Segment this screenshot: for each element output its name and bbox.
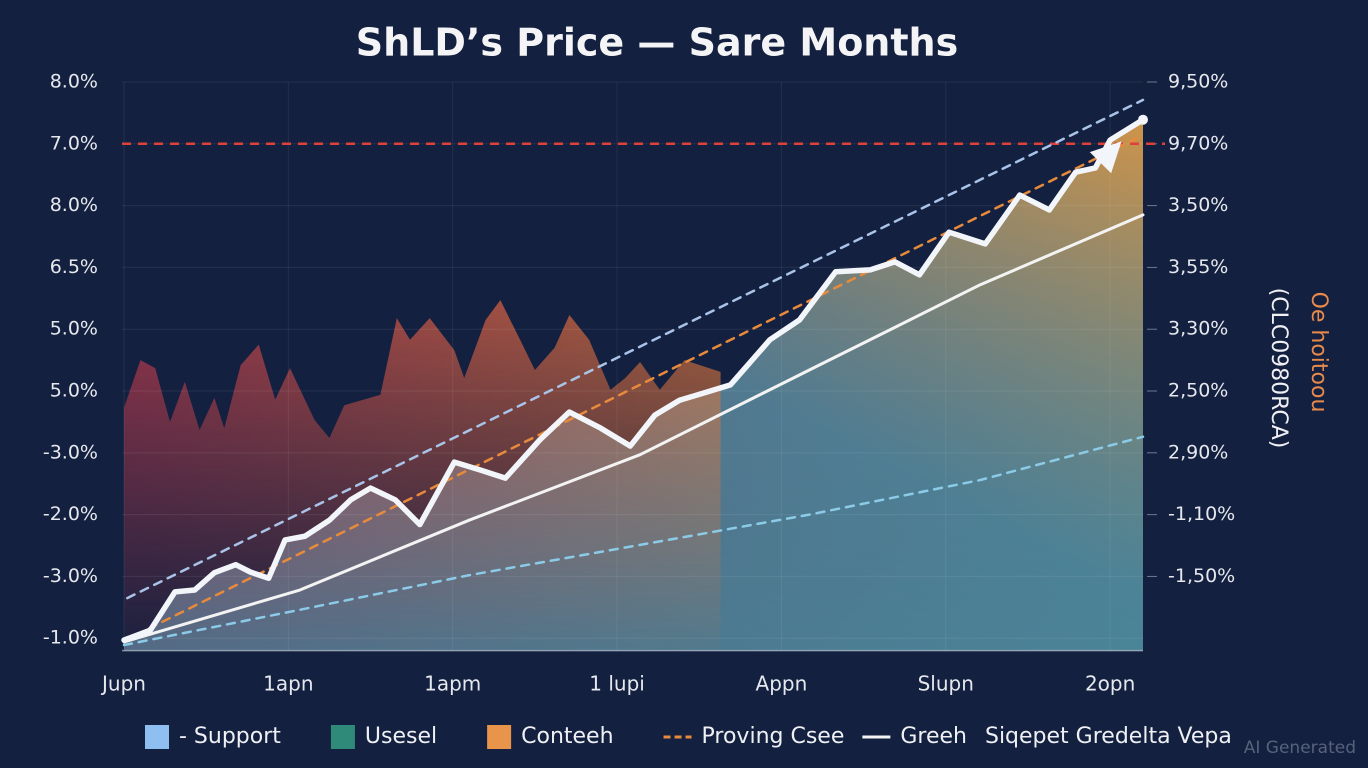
- y2-tick-label: 9,70%: [1168, 132, 1228, 154]
- legend-swatch: [145, 725, 169, 749]
- legend-swatch: [487, 725, 512, 749]
- line: [126, 98, 1145, 600]
- x-tick-label: 1apm: [424, 672, 481, 696]
- y2-tick-label: 9,50%: [1168, 71, 1228, 93]
- y2-axis-label: (CLC0980RCA): [1266, 288, 1291, 449]
- end-dot: [1138, 114, 1148, 125]
- y-tick-label: -3.0%: [43, 441, 98, 463]
- main-line: [121, 116, 1146, 643]
- y-tick-label: 8.0%: [50, 71, 98, 93]
- y2-tick-label: 3,55%: [1168, 256, 1228, 278]
- y2-tick-label: 3,50%: [1168, 194, 1228, 216]
- y-tick-label: 6.5%: [50, 256, 98, 278]
- line: [122, 213, 1145, 644]
- y2-axis-label: Oe hoitoou: [1306, 292, 1331, 413]
- arrow-head: [1089, 141, 1122, 174]
- legend-label: Greeh: [900, 724, 967, 749]
- x-tick-label: Appn: [756, 672, 808, 696]
- legend-label: Usesel: [365, 724, 437, 749]
- x-tick-label: 1apn: [263, 672, 313, 696]
- x-tick-label: Jupn: [100, 672, 146, 696]
- y2-tick-label: -1,10%: [1168, 503, 1235, 525]
- y2-tick-label: -1,50%: [1168, 565, 1235, 587]
- x-tick-label: 2opn: [1085, 672, 1135, 696]
- y2-tick-label: 2,90%: [1168, 441, 1228, 463]
- y2-tick-label: 3,30%: [1168, 318, 1228, 340]
- y-tick-label: 8.0%: [50, 194, 98, 216]
- y-tick-label: 7.0%: [50, 132, 98, 154]
- line: [122, 435, 1145, 647]
- chart-title: ShLD’s Price — Sare Months: [356, 21, 958, 65]
- y-tick-label: -3.0%: [43, 565, 98, 587]
- y-tick-label: -2.0%: [43, 503, 98, 525]
- y-tick-label: -1.0%: [43, 627, 98, 649]
- y-tick-label: 5.0%: [50, 380, 98, 402]
- legend-label: Proving Csee: [702, 724, 845, 749]
- legend-label: - Support: [179, 724, 281, 749]
- legend-label: Siqepet Gredelta Vepa: [985, 724, 1232, 749]
- x-tick-label: Slupn: [918, 672, 974, 696]
- line: [134, 133, 1145, 637]
- x-tick-label: 1 lupi: [589, 672, 645, 696]
- watermark: AI Generated: [1244, 738, 1356, 758]
- legend-swatch: [330, 725, 355, 749]
- y-tick-label: 5.0%: [50, 318, 98, 340]
- legend-label: Conteeh: [521, 724, 613, 749]
- area: [124, 300, 721, 651]
- y2-tick-label: 2,50%: [1168, 380, 1228, 402]
